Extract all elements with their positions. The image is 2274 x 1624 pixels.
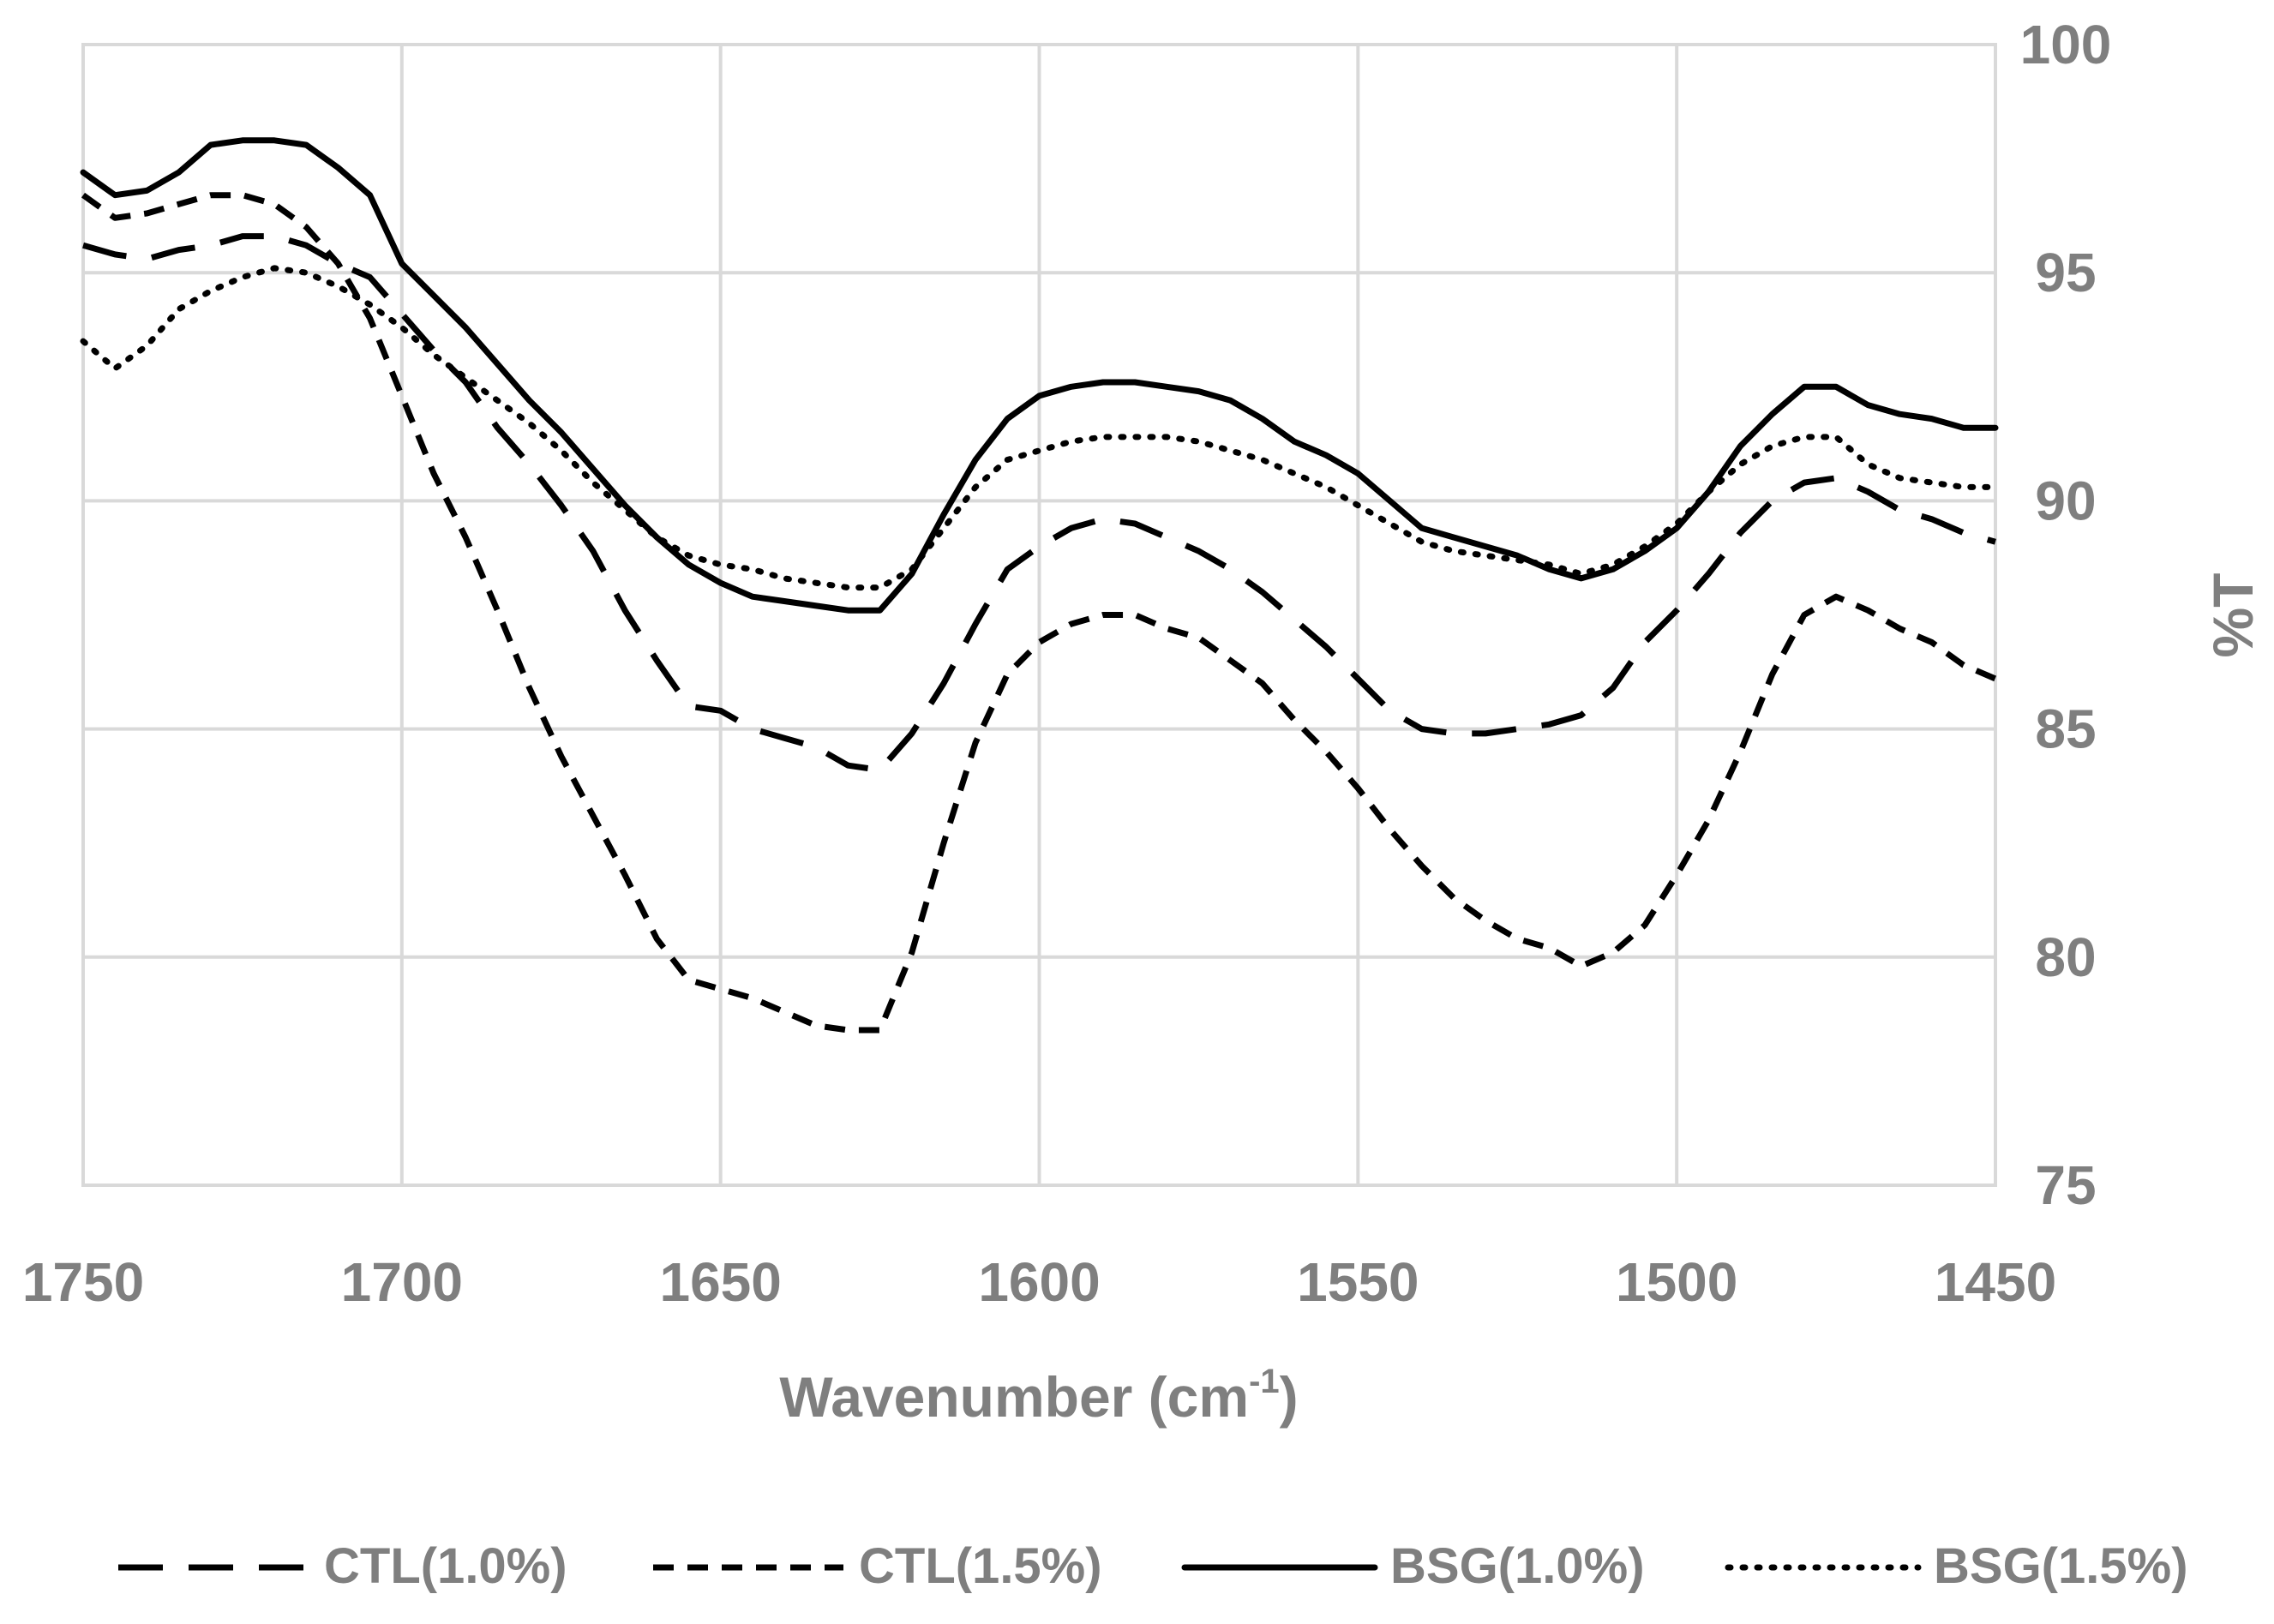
x-tick-label: 1700 [341, 1251, 463, 1313]
y-axis-title: %T [2201, 573, 2265, 658]
y-tick-label: 80 [2035, 926, 2096, 988]
y-tick-label: 100 [2020, 14, 2112, 75]
x-tick-label: 1650 [659, 1251, 781, 1313]
legend: CTL(1.0%) CTL(1.5%) BSG(1.0%) BSG(1.5%) [118, 1538, 2188, 1594]
series-line-bsg-1-5 [80, 265, 1999, 591]
x-tick-label: 1450 [1935, 1251, 2056, 1313]
legend-label: CTL(1.0%) [324, 1538, 567, 1594]
series-line-bsg-1-0 [80, 137, 1999, 614]
vertical-gridlines [81, 45, 1997, 1185]
y-tick-label: 85 [2035, 698, 2096, 760]
y-tick-label: 95 [2035, 242, 2096, 303]
y-tick-label: 90 [2035, 470, 2096, 531]
plot-area-frame [81, 43, 1997, 1187]
series-line-ctl-1-0 [82, 233, 1996, 773]
x-axis-title-superscript: -1 [1249, 1363, 1280, 1400]
legend-label: BSG(1.5%) [1934, 1538, 2188, 1594]
y-axis-tick-labels: 100 95 90 85 80 75 [2020, 14, 2112, 1216]
x-tick-label: 1550 [1297, 1251, 1419, 1313]
series-lines [80, 137, 1999, 1034]
x-tick-label: 1600 [978, 1251, 1100, 1313]
x-axis-title-close: ) [1280, 1365, 1299, 1429]
x-tick-label: 1500 [1616, 1251, 1737, 1313]
legend-label: CTL(1.5%) [859, 1538, 1102, 1594]
legend-label: BSG(1.0%) [1390, 1538, 1645, 1594]
x-axis-title-text: Wavenumber (cm [779, 1365, 1249, 1429]
y-tick-label: 75 [2035, 1154, 2096, 1216]
x-axis-tick-labels: 1750 1700 1650 1600 1550 1500 1450 [22, 1251, 2056, 1313]
x-axis-title: Wavenumber (cm-1) [779, 1363, 1298, 1429]
x-tick-label: 1750 [22, 1251, 144, 1313]
